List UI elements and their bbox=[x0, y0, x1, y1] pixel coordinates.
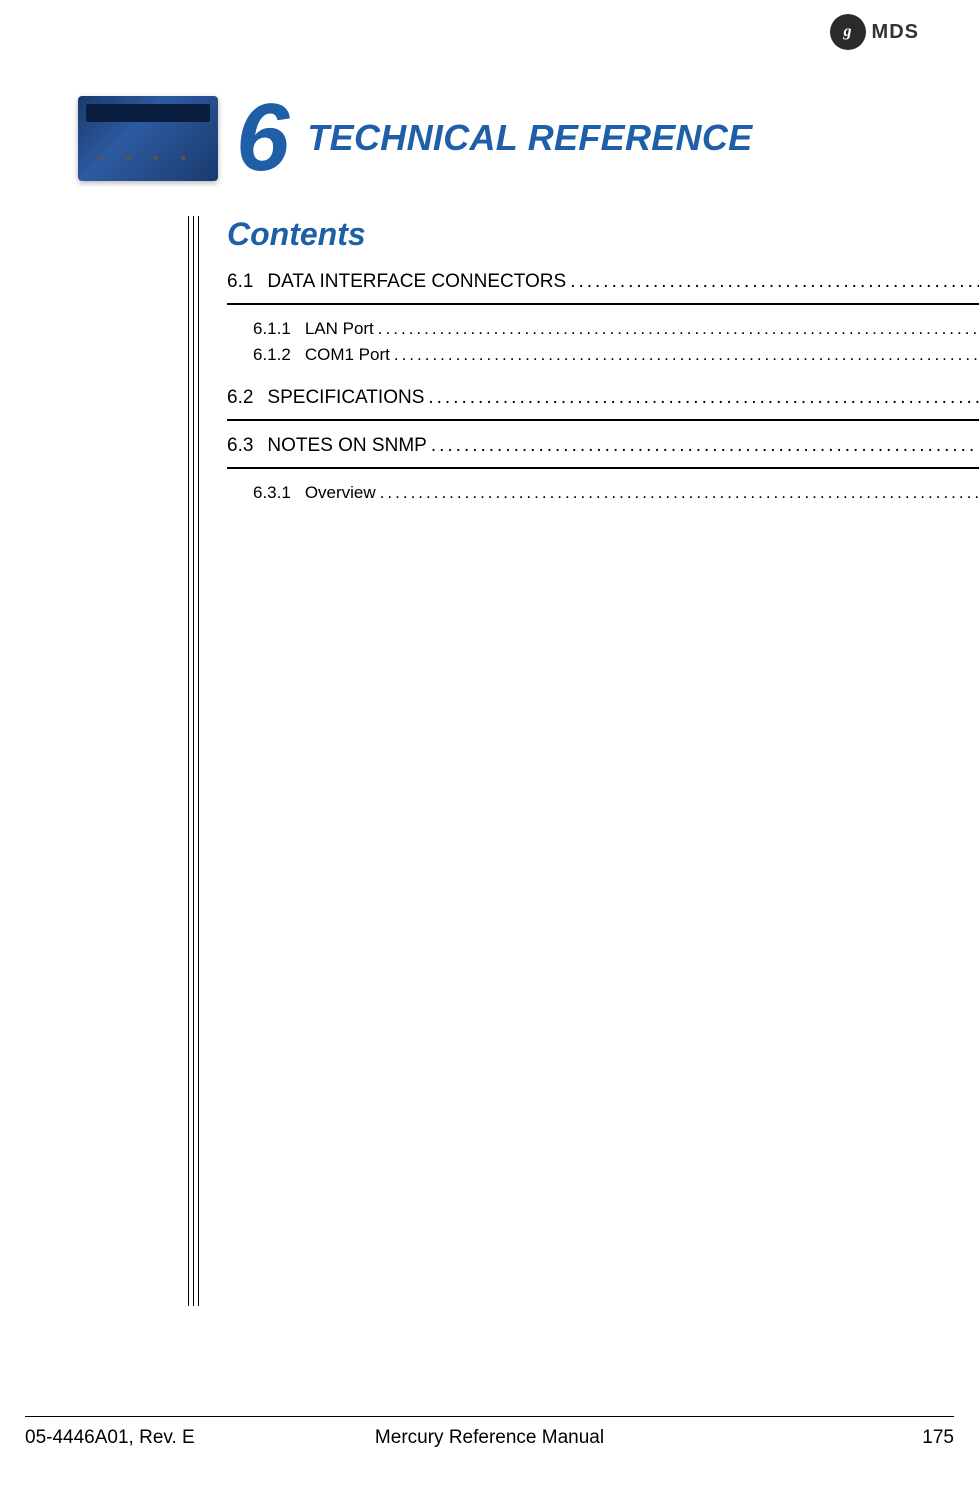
toc-number: 6.3.1 bbox=[253, 483, 291, 503]
mds-brand-label: MDS bbox=[872, 21, 919, 44]
toc-number: 6.3 bbox=[227, 435, 253, 457]
rule-line bbox=[188, 216, 189, 1306]
toc-label: SPECIFICATIONS bbox=[267, 387, 424, 409]
page-footer: 05-4446A01, Rev. E Mercury Reference Man… bbox=[25, 1416, 954, 1449]
toc-leader-dots: ........................................… bbox=[570, 271, 979, 293]
toc-number: 6.2 bbox=[227, 387, 253, 409]
ge-monogram-icon: g bbox=[830, 14, 866, 50]
toc-label: NOTES ON SNMP bbox=[267, 435, 426, 457]
toc-leader-dots: ........................................… bbox=[431, 435, 979, 457]
brand-logo-area: g MDS bbox=[830, 14, 919, 50]
toc-entry-level2: 6.1.2 COM1 Port ........................… bbox=[227, 345, 979, 365]
toc-entry-level2: 6.3.1 Overview .........................… bbox=[227, 483, 979, 503]
toc-number: 6.1 bbox=[227, 271, 253, 293]
toc-label: DATA INTERFACE CONNECTORS bbox=[267, 271, 566, 293]
toc-leader-dots: ........................................… bbox=[394, 345, 979, 365]
ge-monogram-text: g bbox=[844, 23, 852, 41]
page: g MDS 6 TECHNICAL REFERENCE Contents 6.1… bbox=[0, 0, 979, 1499]
toc-entry-level1: 6.2 SPECIFICATIONS .....................… bbox=[227, 387, 979, 421]
rule-line bbox=[198, 216, 199, 1306]
footer-page-number: 175 bbox=[922, 1427, 954, 1449]
toc-number: 6.1.1 bbox=[253, 319, 291, 339]
toc-label: COM1 Port bbox=[305, 345, 390, 365]
toc-number: 6.1.2 bbox=[253, 345, 291, 365]
toc-leader-dots: ........................................… bbox=[428, 387, 979, 409]
contents-block: Contents 6.1 DATA INTERFACE CONNECTORS .… bbox=[227, 216, 979, 1306]
toc-entry-level1: 6.1 DATA INTERFACE CONNECTORS ..........… bbox=[227, 271, 979, 305]
toc-entry-level1: 6.3 NOTES ON SNMP ......................… bbox=[227, 435, 979, 469]
toc-leader-dots: ........................................… bbox=[380, 483, 979, 503]
chapter-title: TECHNICAL REFERENCE bbox=[307, 117, 752, 159]
content-area: Contents 6.1 DATA INTERFACE CONNECTORS .… bbox=[188, 216, 919, 1306]
chapter-header: 6 TECHNICAL REFERENCE bbox=[78, 95, 919, 181]
chapter-number: 6 bbox=[236, 95, 289, 181]
footer-manual-title: Mercury Reference Manual bbox=[375, 1427, 604, 1449]
toc-leader-dots: ........................................… bbox=[378, 319, 979, 339]
contents-heading: Contents bbox=[227, 216, 979, 253]
rule-line bbox=[193, 216, 194, 1306]
toc-label: Overview bbox=[305, 483, 376, 503]
toc-entry-level2: 6.1.1 LAN Port .........................… bbox=[227, 319, 979, 339]
toc-label: LAN Port bbox=[305, 319, 374, 339]
decorative-vertical-rules bbox=[188, 216, 199, 1306]
footer-doc-id: 05-4446A01, Rev. E bbox=[25, 1427, 195, 1449]
product-photo-icon bbox=[78, 96, 218, 181]
